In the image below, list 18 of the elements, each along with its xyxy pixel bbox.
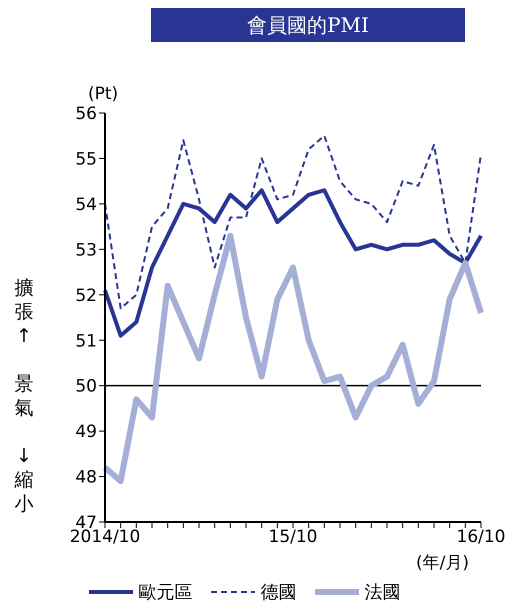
y-tick-label: 50 bbox=[75, 376, 97, 397]
y-tick-label: 55 bbox=[75, 149, 97, 170]
y-tick-label: 54 bbox=[75, 194, 97, 215]
chart-title: 會員國的PMI bbox=[151, 8, 465, 42]
y-tick-label: 52 bbox=[75, 286, 97, 306]
x-tick-label: 16/10 bbox=[456, 527, 506, 548]
y-axis-title: 擴張↑ 景氣 ↓縮小 bbox=[14, 276, 34, 516]
y-tick-label: 51 bbox=[75, 331, 97, 352]
x-axis-title: (年/月) bbox=[416, 553, 469, 573]
y-tick-label: 49 bbox=[75, 422, 97, 442]
legend-label: 德國 bbox=[260, 581, 296, 604]
x-tick-label: 15/10 bbox=[268, 527, 318, 548]
legend-label: 歐元區 bbox=[138, 581, 192, 604]
y-tick-label: 53 bbox=[75, 240, 97, 260]
y-tick-label: 48 bbox=[75, 468, 97, 488]
legend-label: 法國 bbox=[364, 581, 400, 604]
y-tick-label: 56 bbox=[75, 104, 97, 124]
text: (Pt) bbox=[88, 84, 118, 104]
